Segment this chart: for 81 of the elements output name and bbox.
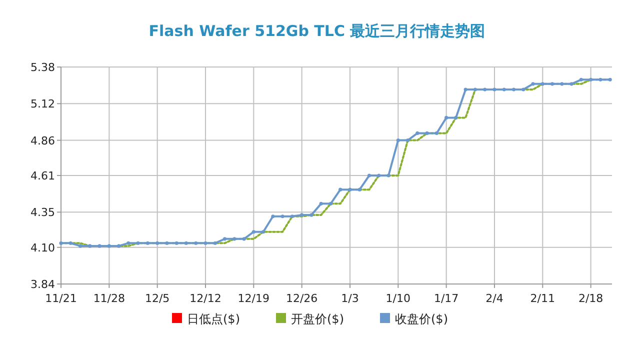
point [174,241,178,245]
point [560,82,564,86]
point [367,174,372,178]
x-tick-label: 12/5 [144,292,170,305]
chart-title: Flash Wafer 512Gb TLC 最近三月行情走势图 [148,22,486,40]
point [271,214,275,218]
point [68,241,72,245]
y-tick-label: 5.38 [30,61,55,74]
y-tick-label: 5.12 [30,98,55,111]
point [242,237,246,241]
x-tick-label: 11/21 [45,292,77,305]
point [425,131,429,136]
y-tick-label: 4.86 [30,134,55,148]
point [165,241,169,245]
point [589,78,593,82]
point [194,241,198,245]
point [434,131,438,136]
point [78,244,82,248]
point [473,88,478,92]
point [531,82,535,86]
point [300,213,304,217]
point [126,241,130,245]
point [116,244,121,248]
x-tick-label: 2/18 [578,292,604,305]
x-tick-label: 1/10 [386,292,410,305]
point [310,213,314,217]
point [222,237,227,241]
y-tick-label: 3.84 [30,278,55,291]
point [358,188,362,192]
point [204,241,208,245]
point [213,241,217,245]
legend-label: 开盘价($) [291,312,344,326]
point [328,202,333,206]
point [290,214,294,218]
x-tick-label: 1/17 [434,292,459,305]
point [416,131,420,136]
point [406,138,410,142]
point [338,188,342,192]
y-tick-label: 4.35 [30,206,55,220]
point [502,88,506,92]
point [146,241,150,245]
point [319,202,323,206]
x-tick-label: 2/11 [530,292,555,305]
point [540,82,544,86]
x-tick-label: 12/19 [238,292,270,305]
y-tick-label: 4.10 [30,241,55,254]
point [252,230,256,234]
x-tick-label: 12/12 [190,292,222,305]
point [608,78,612,82]
point [377,174,381,178]
point [570,82,574,86]
point [550,82,554,86]
point [280,214,284,218]
point [598,78,602,82]
legend-label: 日低点($) [187,312,240,326]
point [512,88,516,92]
point [232,237,236,241]
x-tick-label: 2/4 [486,292,504,305]
point [444,116,448,120]
point [396,138,400,142]
point [454,116,458,120]
point [98,244,102,248]
point [348,188,352,192]
point [464,88,468,92]
point [492,88,496,92]
point [483,88,487,92]
point [107,244,111,248]
legend-label: 收盘价($) [395,312,448,326]
y-tick-label: 4.61 [30,170,55,182]
point [386,174,390,178]
point [522,88,526,92]
point [156,241,160,245]
x-tick-label: 1/3 [341,292,359,305]
x-tick-label: 12/26 [286,292,318,305]
point [136,241,140,245]
x-tick-label: 11/28 [93,292,126,305]
point [88,244,92,248]
point [579,78,583,82]
point [59,241,63,245]
point [184,241,188,245]
point [261,230,266,234]
